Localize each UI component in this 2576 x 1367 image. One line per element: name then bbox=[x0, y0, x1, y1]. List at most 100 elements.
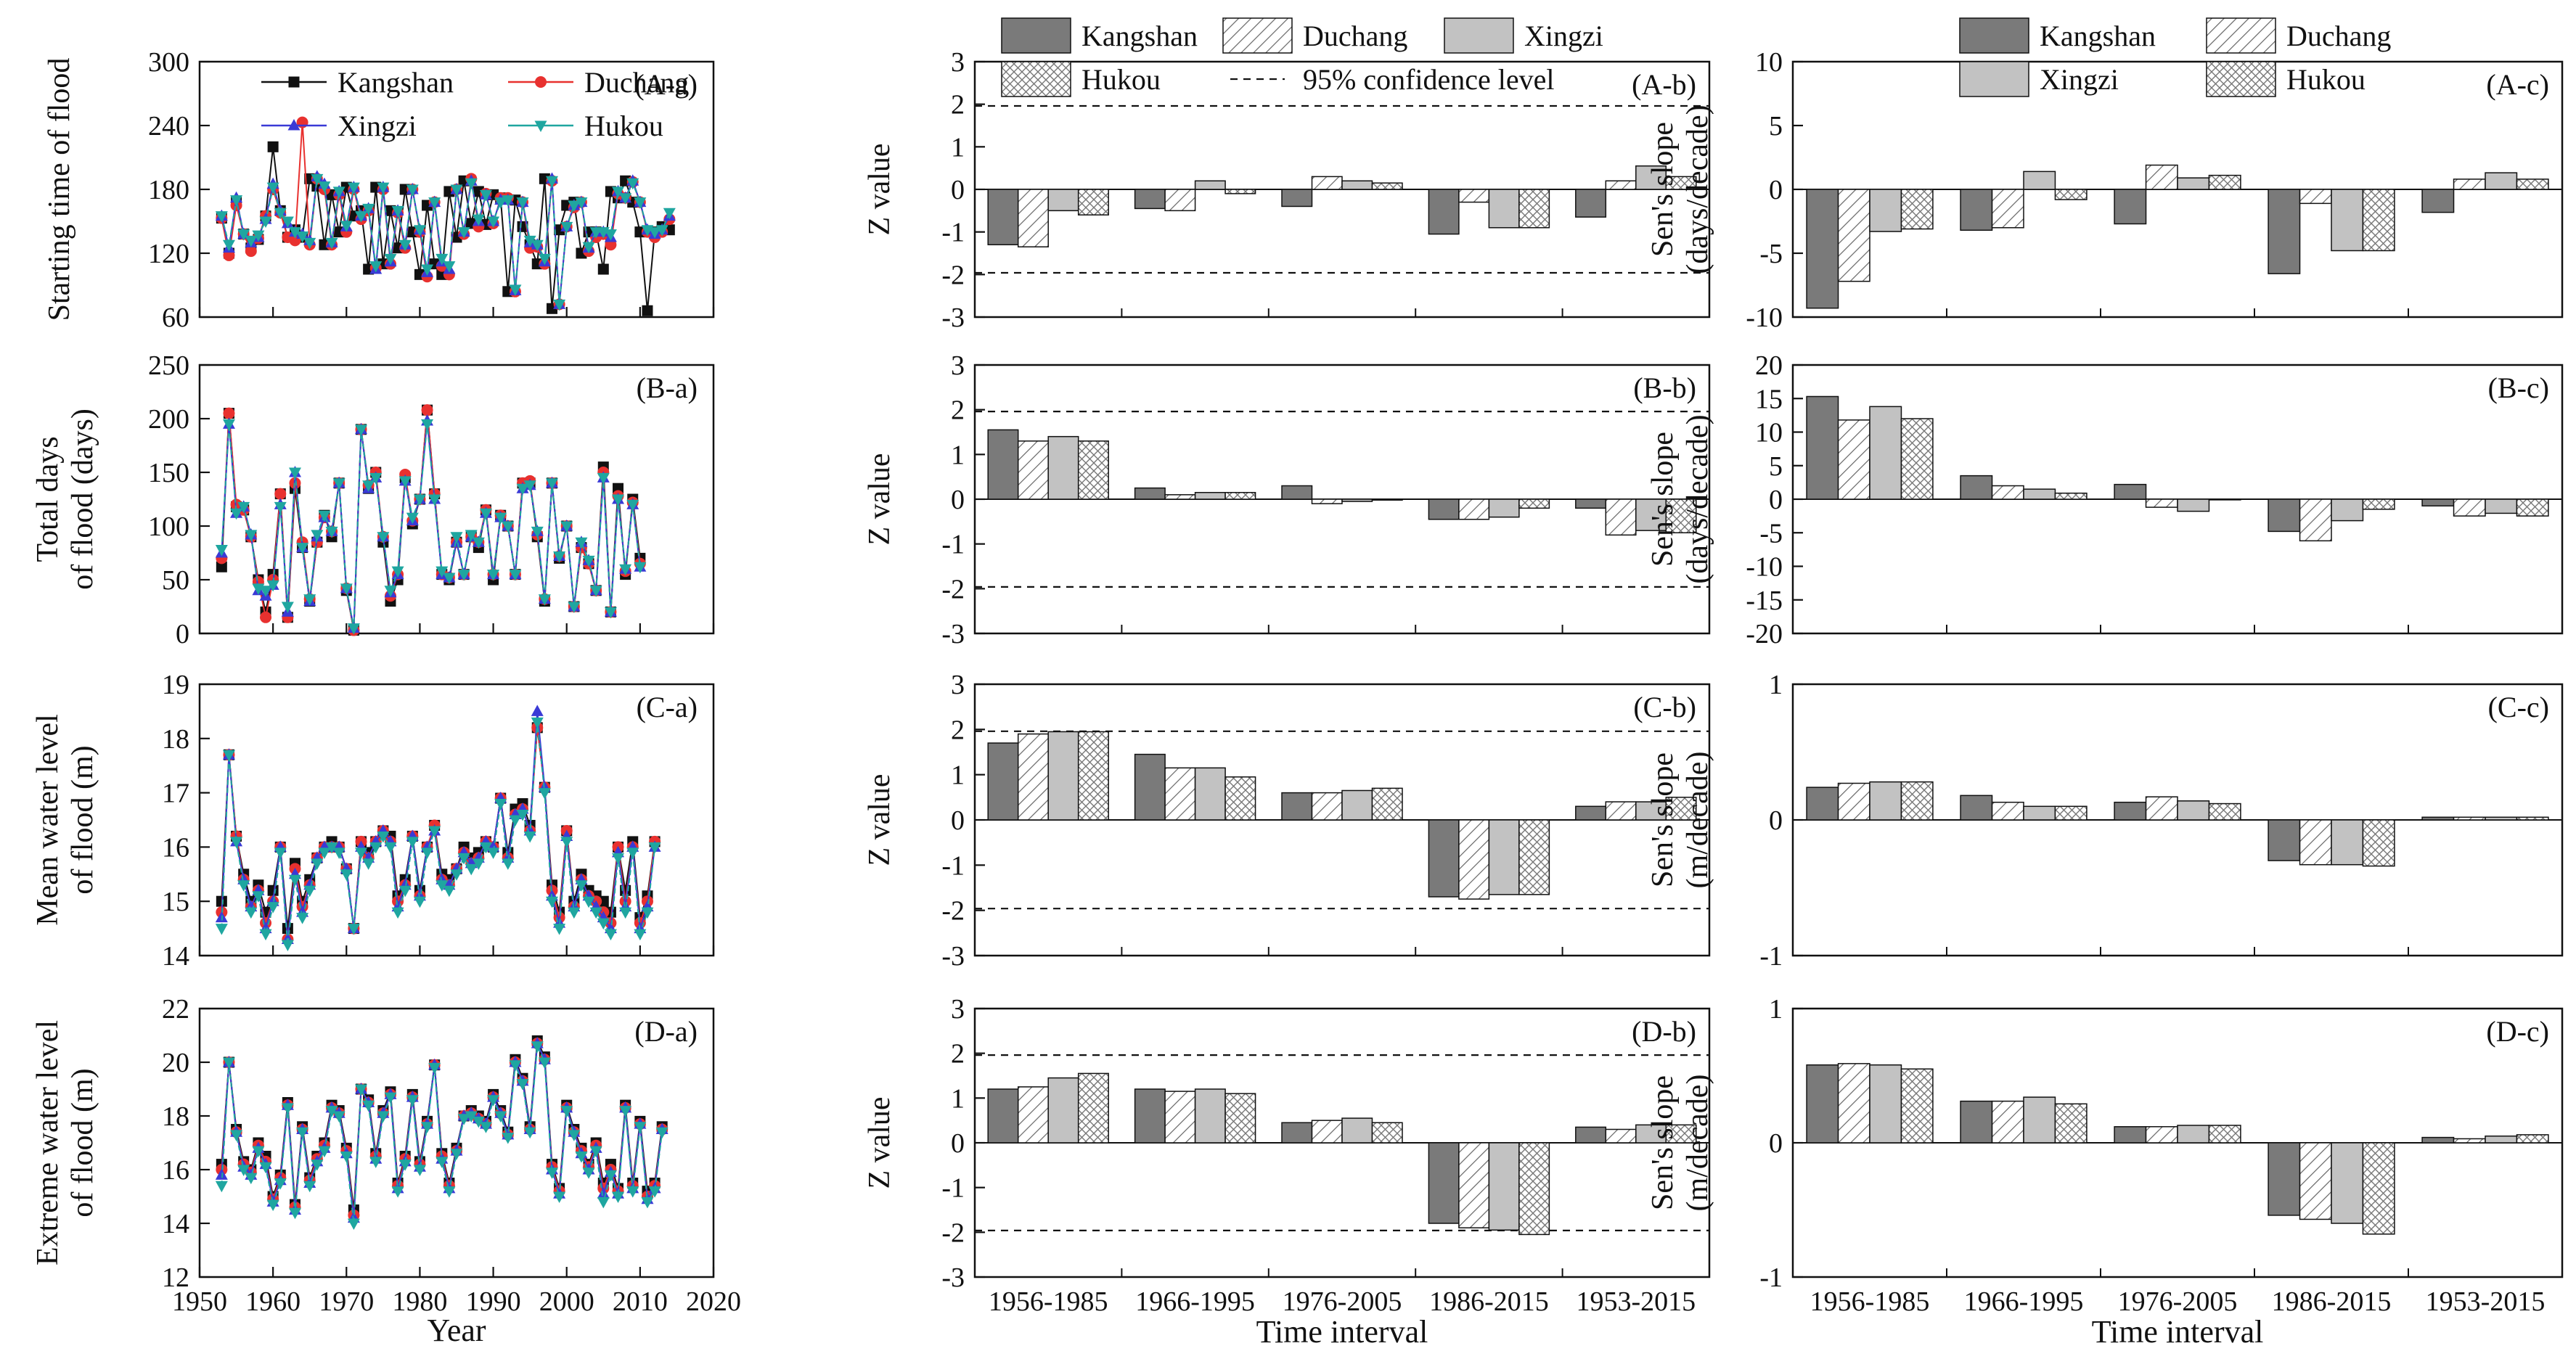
bar-hukou bbox=[2208, 174, 2241, 190]
y-axis-label-line: (m/decade) bbox=[1681, 752, 1714, 889]
point-hukou bbox=[443, 261, 456, 273]
point-hukou bbox=[215, 211, 228, 223]
point-hukou bbox=[612, 494, 625, 506]
bar-xingzi bbox=[1194, 1088, 1226, 1144]
point-hukou bbox=[215, 545, 228, 557]
point-hukou bbox=[634, 197, 647, 209]
y-axis-label-line: Sen's slope bbox=[1646, 432, 1680, 567]
point-hukou bbox=[362, 203, 375, 215]
bar-kangshan bbox=[1428, 819, 1460, 898]
legend-swatch bbox=[1001, 61, 1071, 97]
point-hukou bbox=[560, 521, 573, 533]
x-tick-label: 1966-1995 bbox=[1135, 1286, 1255, 1317]
bar-kangshan bbox=[2268, 1142, 2301, 1216]
point-hukou bbox=[406, 184, 419, 196]
point-hukou bbox=[516, 197, 529, 209]
panel-label: (A-b) bbox=[1632, 68, 1696, 101]
point-hukou bbox=[487, 216, 500, 228]
point-hukou bbox=[325, 842, 338, 854]
y-tick-label: -3 bbox=[941, 303, 965, 333]
bar-duchang bbox=[2453, 178, 2486, 190]
bar-hukou bbox=[1518, 1142, 1550, 1236]
bar-xingzi bbox=[2331, 819, 2364, 866]
point-hukou bbox=[340, 869, 353, 881]
bar-hukou bbox=[1371, 1122, 1403, 1144]
point-hukou bbox=[450, 869, 463, 881]
y-axis-label-group: Z value bbox=[863, 773, 896, 866]
bar-xingzi bbox=[2485, 1136, 2518, 1144]
point-hukou bbox=[245, 530, 258, 541]
y-axis-label-line: (days/decade) bbox=[1681, 414, 1714, 583]
point-hukou bbox=[604, 1170, 617, 1182]
point-hukou bbox=[252, 230, 265, 242]
point-hukou bbox=[553, 924, 566, 935]
point-hukou bbox=[531, 526, 544, 538]
bar-duchang bbox=[1991, 801, 2024, 821]
y-axis-label-group: Z value bbox=[863, 453, 896, 545]
point-hukou bbox=[274, 847, 287, 859]
point-hukou bbox=[325, 526, 338, 538]
x-tick-label: 1956-1985 bbox=[989, 1286, 1108, 1317]
bar-xingzi bbox=[2023, 805, 2056, 821]
y-tick-label: 0 bbox=[1769, 805, 1783, 836]
bar-xingzi bbox=[1488, 498, 1520, 518]
y-axis-label-group: Total days of flood (days) bbox=[31, 409, 99, 590]
point-hukou bbox=[296, 543, 309, 554]
point-hukou bbox=[538, 594, 551, 606]
legend-swatch bbox=[1001, 17, 1071, 54]
point-hukou bbox=[568, 602, 581, 613]
x-tick-label: 1990 bbox=[466, 1286, 521, 1317]
point-hukou bbox=[472, 1116, 485, 1128]
bar-xingzi bbox=[1194, 492, 1226, 500]
point-hukou bbox=[266, 902, 279, 914]
y-tick-label: 0 bbox=[951, 485, 965, 515]
plot-frame bbox=[198, 364, 715, 635]
y-axis-label-group: Extreme water level of flood (m) bbox=[31, 1020, 99, 1265]
bar-hukou bbox=[2208, 1125, 2241, 1144]
point-hukou bbox=[296, 913, 309, 924]
point-hukou bbox=[288, 467, 301, 479]
point-hukou bbox=[230, 1130, 243, 1141]
y-tick-label: -10 bbox=[1746, 303, 1783, 333]
point-hukou bbox=[436, 880, 449, 892]
bar-hukou bbox=[2208, 802, 2241, 821]
bar-hukou bbox=[1224, 1093, 1256, 1144]
legend-hukou: Hukou bbox=[2206, 61, 2366, 97]
x-tick-label: 1976-2005 bbox=[2118, 1286, 2238, 1317]
bar-kangshan bbox=[2421, 189, 2455, 213]
point-hukou bbox=[634, 562, 647, 574]
y-tick-label: 20 bbox=[162, 1048, 189, 1078]
point-hukou bbox=[626, 847, 639, 859]
bar-kangshan bbox=[1281, 792, 1313, 821]
plot-frame bbox=[198, 683, 715, 957]
legend-label: Hukou bbox=[584, 110, 663, 142]
panel-label: (B-a) bbox=[637, 371, 698, 404]
panel-label: (B-c) bbox=[2488, 371, 2549, 404]
point-hukou bbox=[252, 1146, 265, 1158]
point-hukou bbox=[355, 424, 368, 436]
point-hukou bbox=[560, 837, 573, 848]
y-axis-label-group: Z value bbox=[863, 1096, 896, 1189]
point-hukou bbox=[545, 1167, 558, 1179]
y-tick-label: 3 bbox=[951, 670, 965, 700]
y-tick-label: 60 bbox=[162, 303, 189, 333]
point-xingzi bbox=[531, 705, 544, 716]
bar-duchang bbox=[1311, 498, 1343, 504]
point-duchang bbox=[245, 245, 257, 258]
y-tick-label: 19 bbox=[162, 670, 189, 700]
x-tick-label: 1966-1995 bbox=[1964, 1286, 2084, 1317]
point-hukou bbox=[266, 580, 279, 592]
y-tick-label: -1 bbox=[941, 1173, 965, 1204]
point-hukou bbox=[406, 512, 419, 525]
plot-frame bbox=[198, 1007, 715, 1278]
point-hukou bbox=[274, 1178, 287, 1190]
x-axis-label: Time interval bbox=[2092, 1314, 2264, 1350]
bar-hukou bbox=[1518, 819, 1550, 895]
point-hukou bbox=[288, 874, 301, 887]
point-hukou bbox=[413, 896, 426, 908]
point-hukou bbox=[237, 501, 250, 514]
point-hukou bbox=[479, 508, 492, 520]
point-hukou bbox=[259, 216, 272, 228]
legend-label: Kangshan bbox=[338, 66, 454, 99]
